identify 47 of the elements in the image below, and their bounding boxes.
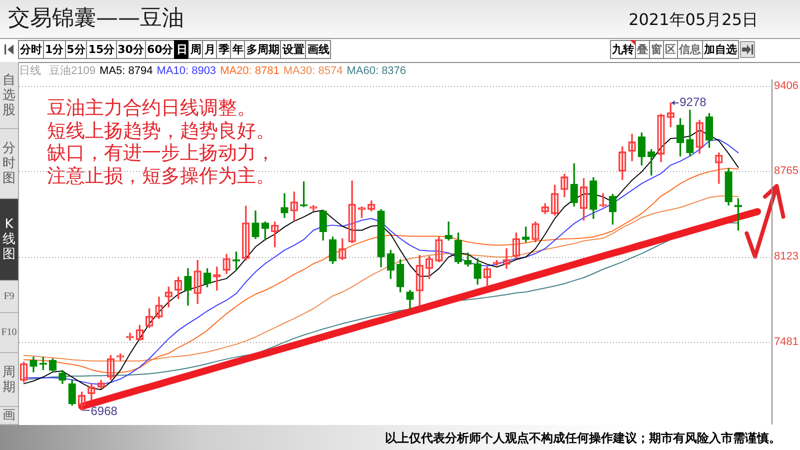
candlestick (280, 193, 288, 218)
annotation: 缺口，有进一步上扬动力， (47, 142, 275, 164)
text: MA20: 8781 (220, 64, 280, 78)
text: 1分 (43, 40, 66, 59)
chart-subtitle: 2021年05月25日 (628, 10, 758, 30)
text: 画 (2, 408, 16, 423)
annotation: 注意止损，短多操作为主。 (47, 164, 275, 186)
text: 日 (174, 40, 190, 59)
text: 区 (663, 40, 678, 59)
text: 60分 (144, 40, 176, 59)
text: 分时 (18, 40, 44, 59)
text: 15分 (86, 40, 117, 59)
annotation: 豆油主力合约日线调整。 (47, 97, 256, 119)
text: 季 (216, 40, 232, 59)
text: MA60: 8376 (346, 64, 406, 78)
text: MA5: 8794 (100, 64, 153, 78)
text: F10 (1, 327, 17, 338)
legend-title: 日线 豆油2109 (19, 64, 96, 78)
text: 加自选 (702, 40, 739, 59)
text: 5分 (64, 40, 88, 59)
y-tick-label: 7481 (774, 336, 798, 348)
text: 月 (202, 40, 218, 59)
text: 周 (188, 40, 204, 59)
text: 自选股 (2, 72, 16, 118)
y-tick-label: 9406 (774, 80, 798, 92)
text: 多周期 (244, 40, 282, 59)
annotation: 6968 (90, 404, 118, 418)
text: 以上仅代表分析师个人观点不构成任何操作建议；期市有风险入市需谨慎。 (385, 431, 781, 445)
text: 周期 (2, 364, 16, 394)
text: MA10: 8903 (156, 64, 216, 78)
y-tick-label: 8123 (774, 250, 798, 263)
text: 画线 (305, 40, 332, 59)
text: F9 (4, 291, 14, 302)
text: MA30: 8574 (283, 64, 343, 78)
chart-title: 交易锦囊——豆油 (8, 6, 184, 32)
text: 叠 (635, 40, 650, 59)
annotation: 短线上扬趋势，趋势良好。 (47, 120, 275, 142)
text: 信息 (677, 40, 703, 59)
annotation: 9278 (680, 95, 706, 110)
text: 分时图 (2, 141, 16, 186)
text: 窗 (649, 40, 664, 59)
text: 年 (230, 40, 246, 59)
text: K线图 (2, 217, 16, 262)
text: 九转 (610, 40, 636, 59)
text: 30分 (116, 40, 146, 59)
text: 设置 (280, 40, 306, 59)
y-tick-label: 8765 (774, 165, 798, 178)
